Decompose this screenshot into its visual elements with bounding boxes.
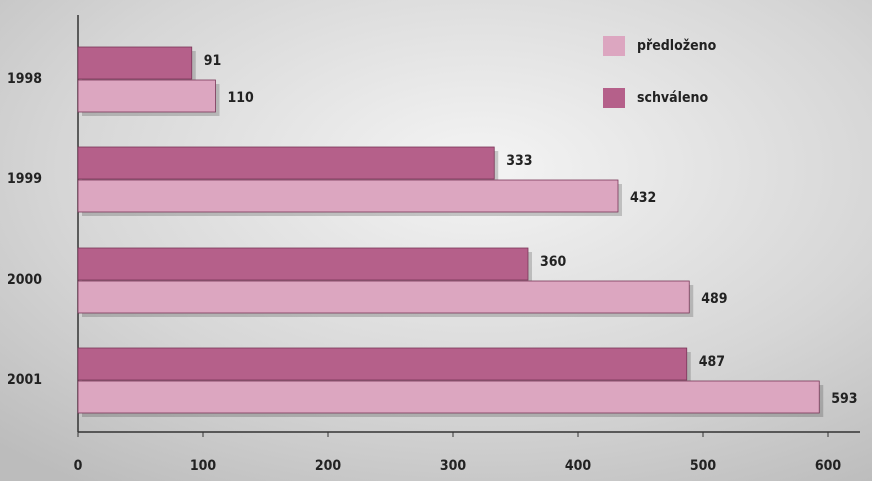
legend-swatch bbox=[603, 36, 625, 56]
value-label: 593 bbox=[831, 391, 857, 407]
x-tick-label: 500 bbox=[690, 458, 717, 474]
legend-swatch bbox=[603, 88, 625, 108]
bar bbox=[77, 380, 820, 414]
x-tick-label: 100 bbox=[190, 458, 217, 474]
y-tick-label: 1998 bbox=[7, 71, 42, 87]
bar bbox=[77, 146, 495, 180]
bar bbox=[77, 179, 619, 213]
value-label: 487 bbox=[699, 354, 725, 370]
value-label: 432 bbox=[630, 190, 656, 206]
legend-label: schváleno bbox=[637, 90, 708, 106]
x-tick-label: 0 bbox=[74, 458, 83, 474]
x-tick-label: 300 bbox=[440, 458, 467, 474]
y-tick-label: 2000 bbox=[7, 272, 42, 288]
y-tick-label: 1999 bbox=[7, 171, 42, 187]
x-tick-label: 200 bbox=[315, 458, 342, 474]
bar bbox=[77, 280, 690, 314]
value-label: 489 bbox=[701, 291, 727, 307]
y-tick-label: 2001 bbox=[7, 372, 42, 388]
x-tick-label: 400 bbox=[565, 458, 592, 474]
bar bbox=[77, 79, 216, 113]
value-label: 360 bbox=[540, 254, 567, 270]
legend-label: předloženo bbox=[637, 38, 717, 54]
bar bbox=[77, 247, 529, 281]
value-label: 110 bbox=[228, 90, 255, 106]
bar bbox=[77, 46, 193, 80]
value-label: 333 bbox=[506, 153, 532, 169]
value-label: 91 bbox=[204, 53, 222, 69]
x-tick-label: 600 bbox=[815, 458, 842, 474]
bar bbox=[77, 347, 688, 381]
